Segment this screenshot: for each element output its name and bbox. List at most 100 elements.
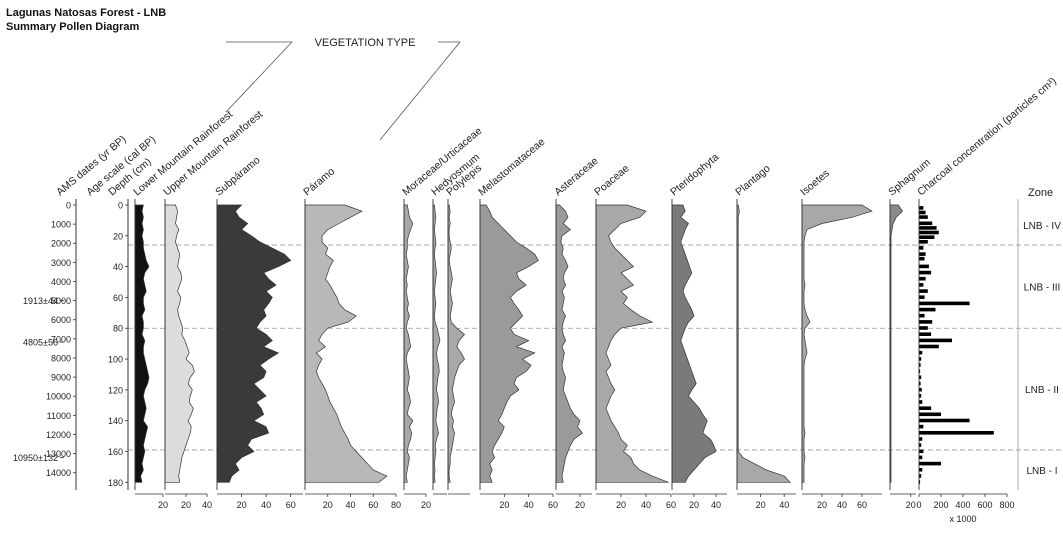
taxon-curve	[432, 204, 441, 483]
taxon-curve	[889, 204, 903, 483]
depth-tick-label: 180	[108, 478, 123, 488]
age-tick-label: 12000	[46, 430, 71, 440]
age-tick-label: 10000	[46, 392, 71, 402]
depth-tick-label: 80	[113, 324, 123, 334]
depth-tick-label: 120	[108, 385, 123, 395]
zone-label: LNB - IV	[1023, 221, 1061, 232]
age-tick-label: 9000	[51, 373, 71, 383]
charcoal-x-tick-label: 200	[933, 500, 948, 510]
charcoal-bar	[919, 256, 925, 261]
taxon-curve	[447, 204, 466, 483]
charcoal-x-tick-label: 0	[916, 500, 921, 510]
charcoal-bar	[919, 424, 924, 429]
charcoal-bar	[919, 363, 921, 367]
charcoal-bar	[919, 270, 932, 275]
taxon-x-tick-label: 40	[261, 500, 271, 510]
charcoal-bar	[919, 344, 939, 349]
chart-subtitle: Summary Pollen Diagram	[6, 21, 140, 33]
charcoal-bar	[919, 289, 928, 293]
taxon-x-tick-label: 20	[181, 500, 191, 510]
age-tick-label: 3000	[51, 258, 71, 268]
charcoal-unit-label: x 1000	[949, 514, 976, 524]
charcoal-bar	[919, 307, 936, 312]
charcoal-bar	[919, 221, 933, 226]
charcoal-bar	[919, 301, 970, 306]
taxon-curve	[671, 204, 717, 483]
charcoal-bar	[919, 235, 935, 239]
age-tick-label: 11000	[47, 411, 71, 421]
charcoal-x-tick-label: 400	[955, 500, 970, 510]
zone-label: LNB - I	[1026, 466, 1057, 477]
charcoal-bar	[919, 375, 922, 380]
taxon-x-tick-label: 20	[323, 500, 333, 510]
taxon-x-tick-label: 20	[906, 500, 916, 510]
taxon-x-tick-label: 20	[616, 500, 626, 510]
age-tick-label: 4000	[51, 277, 71, 287]
taxon-label: Páramo	[301, 165, 337, 198]
depth-tick-label: 20	[113, 231, 123, 241]
taxon-x-tick-label: 60	[857, 500, 867, 510]
taxon-x-tick-label: 40	[711, 500, 721, 510]
taxon-x-tick-label: 20	[421, 500, 431, 510]
taxon-x-tick-label: 40	[202, 500, 212, 510]
age-tick-label: 0	[66, 201, 71, 211]
taxon-x-tick-label: 20	[756, 500, 766, 510]
taxon-label: Subpáramo	[213, 154, 262, 198]
taxon-curve	[134, 204, 150, 483]
depth-tick-label: 100	[108, 355, 123, 365]
charcoal-bar	[919, 332, 932, 336]
axes: 0204060801001201401601800100020003000400…	[13, 199, 1019, 524]
zone-header: Zone	[1028, 187, 1053, 199]
taxon-label: Pteridophyta	[668, 151, 721, 198]
taxon-curve	[595, 204, 669, 483]
taxon-x-tick-label: 20	[499, 500, 509, 510]
charcoal-bar	[919, 230, 939, 235]
charcoal-bar	[919, 283, 924, 287]
chart-title: Lagunas Natosas Forest - LNB	[6, 7, 167, 19]
depth-tick-label: 140	[108, 416, 123, 426]
taxon-curve	[216, 204, 292, 483]
group-bracket-diag-right	[379, 41, 461, 141]
taxa-panels	[134, 204, 994, 484]
taxon-label: Plantago	[733, 162, 773, 198]
charcoal-bar	[919, 455, 923, 460]
charcoal-bar	[919, 480, 921, 484]
taxon-x-tick-label: 20	[817, 500, 827, 510]
charcoal-bar	[919, 210, 926, 215]
charcoal-bar	[919, 215, 928, 219]
charcoal-bar	[919, 449, 924, 454]
charcoal-bar	[919, 468, 923, 472]
group-bracket-diag-left	[225, 41, 293, 113]
depth-tick-label: 40	[113, 262, 123, 272]
charcoal-bar	[919, 369, 921, 373]
charcoal-bar	[919, 418, 970, 423]
taxon-label: Melastomataceae	[476, 136, 547, 199]
depth-tick-label: 60	[113, 293, 123, 303]
age-tick-label: 7000	[51, 334, 71, 344]
charcoal-bar	[919, 246, 924, 250]
taxon-curve	[555, 204, 583, 483]
charcoal-bar	[919, 276, 926, 281]
age-tick-label: 1000	[51, 220, 71, 230]
charcoal-bar	[919, 206, 924, 210]
zone-label: LNB - II	[1025, 385, 1059, 396]
taxon-x-tick-label: 60	[666, 500, 676, 510]
taxon-curve	[304, 204, 388, 483]
taxon-x-tick-label: 60	[548, 500, 558, 510]
taxon-x-tick-label: 20	[237, 500, 247, 510]
taxon-x-tick-label: 40	[837, 500, 847, 510]
depth-tick-label: 160	[108, 447, 123, 457]
charcoal-bar	[919, 387, 922, 392]
charcoal-bar	[919, 474, 922, 478]
depth-tick-label: 0	[118, 201, 123, 211]
taxon-x-tick-label: 80	[391, 500, 401, 510]
age-tick-label: 6000	[51, 315, 71, 325]
taxon-curve	[403, 204, 414, 483]
charcoal-bar	[919, 431, 994, 435]
charcoal-bar	[919, 326, 928, 330]
taxon-x-tick-label: 40	[641, 500, 651, 510]
charcoal-label: Charcoal concentration (particles cm³)	[915, 75, 1059, 198]
ams-date-label: 10950±132	[13, 453, 58, 463]
taxon-x-tick-label: 40	[779, 500, 789, 510]
